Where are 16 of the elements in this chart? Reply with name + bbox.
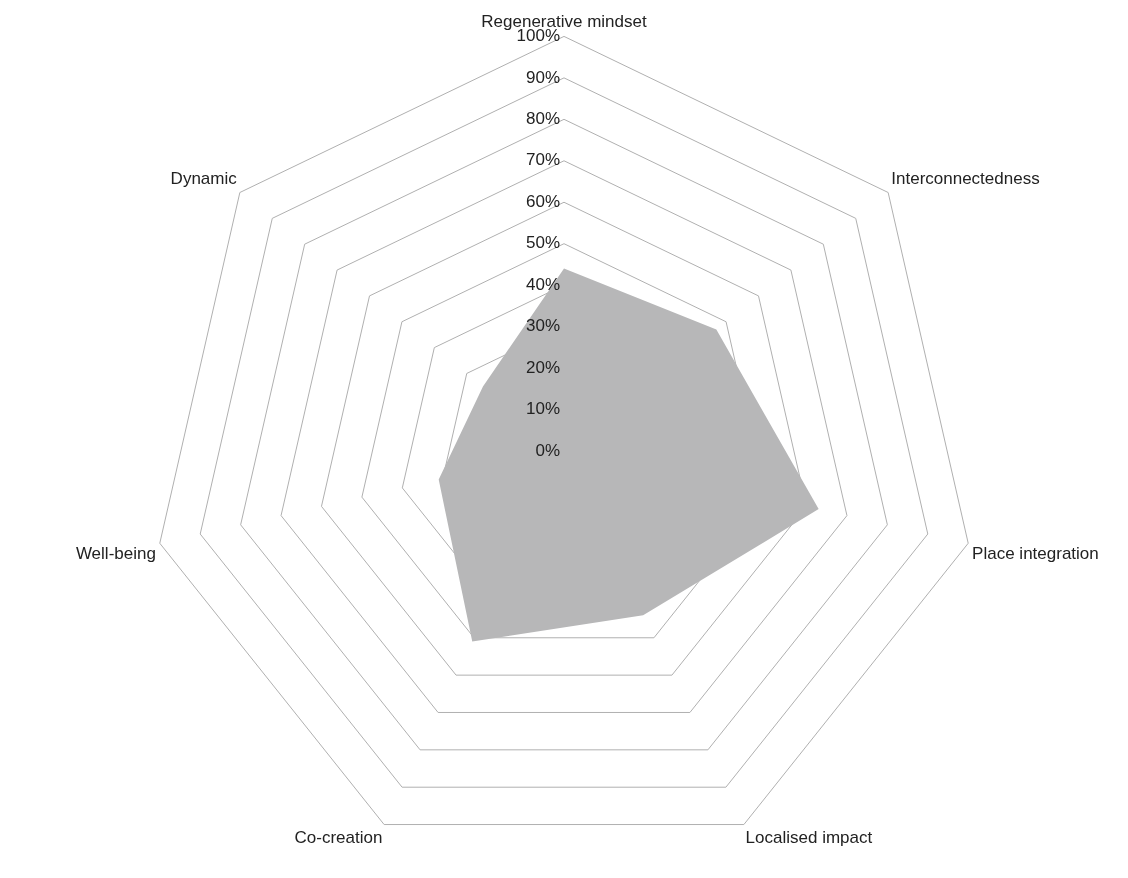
y-tick-label: 0%: [535, 440, 560, 460]
spoke-label: Co-creation: [294, 828, 383, 848]
spoke-label: Well-being: [75, 544, 156, 564]
y-tick-label: 90%: [525, 67, 560, 87]
spoke-label: Dynamic: [170, 169, 238, 189]
y-tick-label: 80%: [525, 109, 560, 129]
spoke-label: Localised impact: [745, 828, 873, 848]
y-tick-label: 60%: [525, 191, 560, 211]
y-tick-label: 10%: [525, 399, 560, 419]
y-tick-label: 30%: [525, 316, 560, 336]
spoke-label: Place integration: [972, 544, 1099, 564]
spoke-label: Interconnectedness: [891, 169, 1040, 189]
y-tick-label: 70%: [525, 150, 560, 170]
y-tick-label: 20%: [525, 357, 560, 377]
y-tick-label: 50%: [525, 233, 560, 253]
y-tick-label: 40%: [525, 274, 560, 294]
